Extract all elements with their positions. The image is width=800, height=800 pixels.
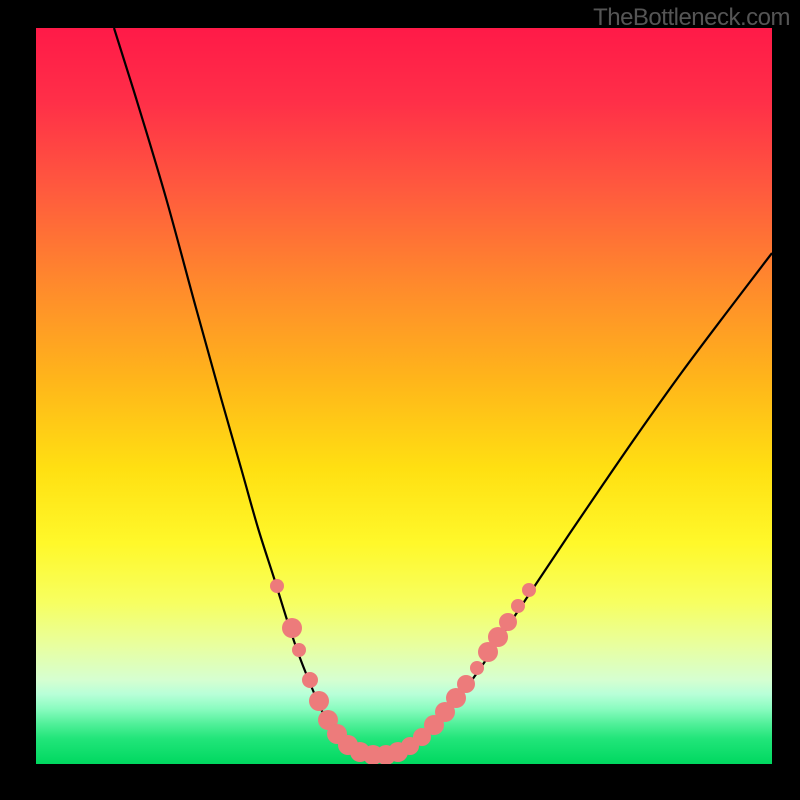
data-marker	[302, 672, 318, 688]
watermark-text: TheBottleneck.com	[593, 4, 790, 32]
data-marker	[282, 618, 302, 638]
data-marker	[457, 675, 475, 693]
plot-svg	[36, 28, 772, 764]
gradient-background	[36, 28, 772, 764]
chart-canvas: TheBottleneck.com	[0, 0, 800, 800]
plot-area	[36, 28, 772, 764]
data-marker	[292, 643, 306, 657]
data-marker	[522, 583, 536, 597]
data-marker	[499, 613, 517, 631]
data-marker	[511, 599, 525, 613]
data-marker	[470, 661, 484, 675]
data-marker	[270, 579, 284, 593]
data-marker	[309, 691, 329, 711]
